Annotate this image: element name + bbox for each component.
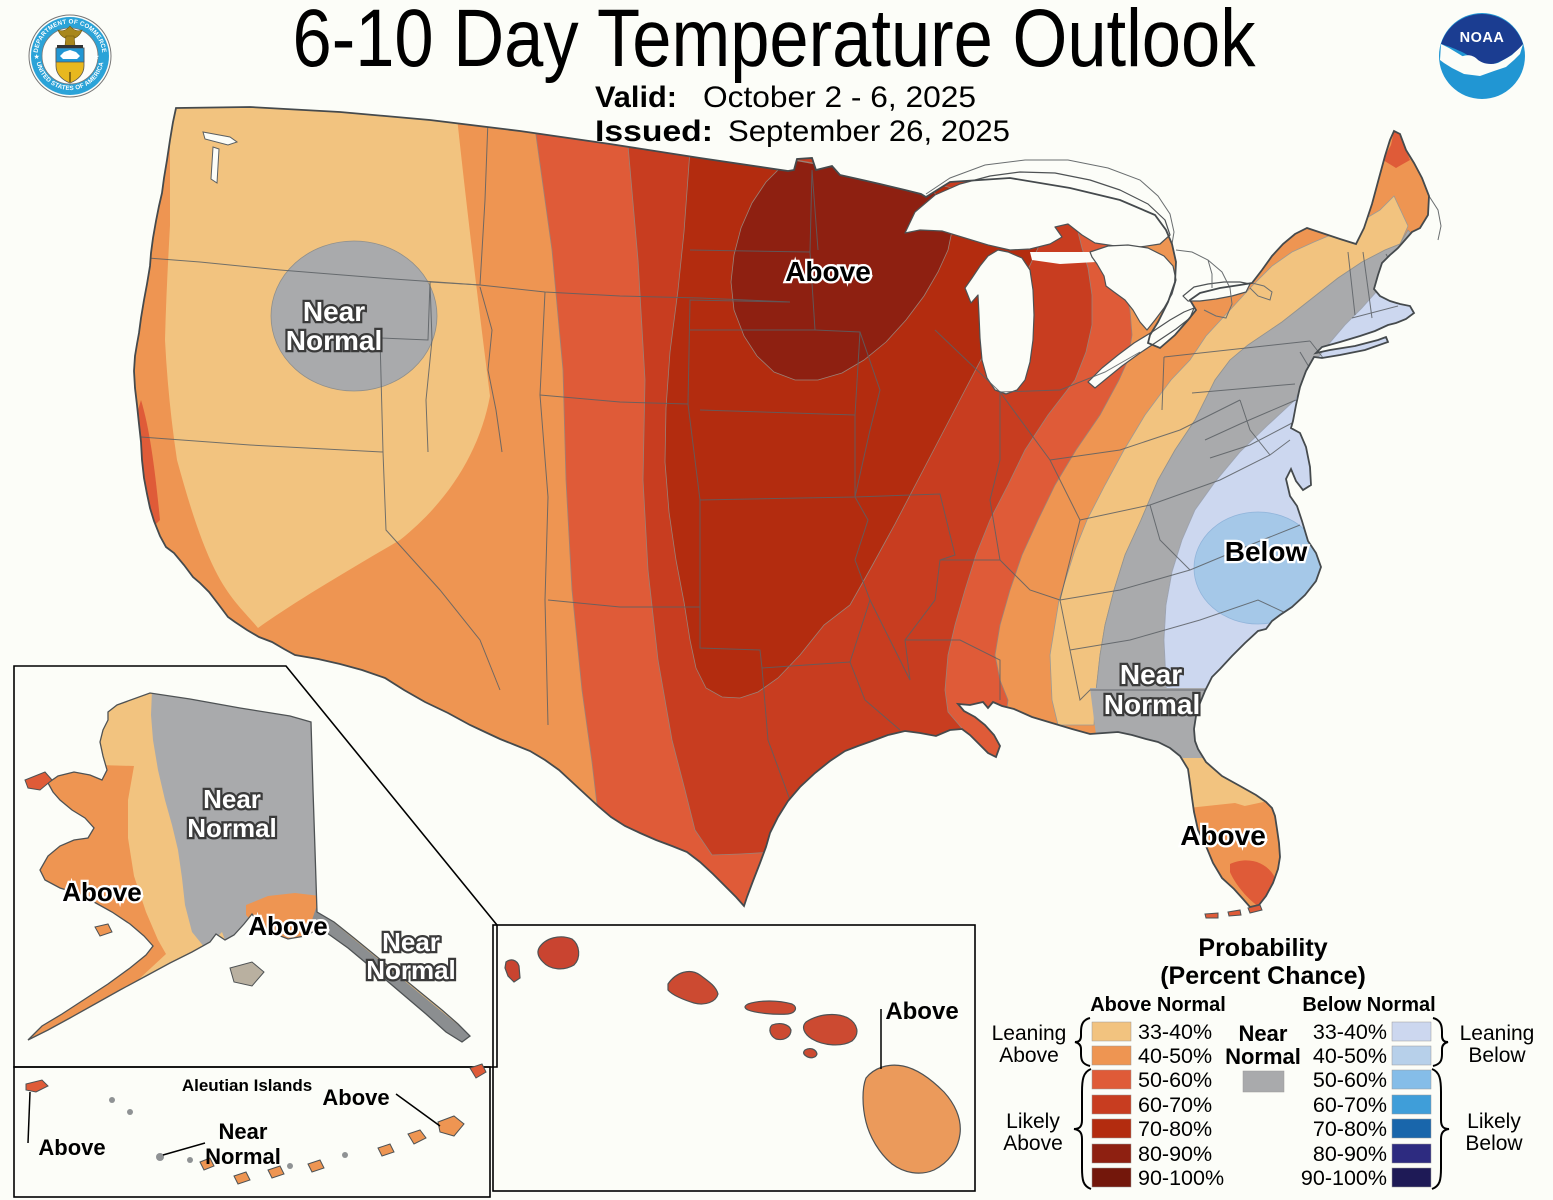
svg-text:★: ★ <box>34 53 40 61</box>
svg-text:(Percent Chance): (Percent Chance) <box>1160 962 1366 990</box>
svg-text:Above: Above <box>885 998 958 1025</box>
svg-text:Above: Above <box>1003 1132 1063 1155</box>
svg-text:Above: Above <box>248 911 327 941</box>
svg-text:50-60%: 50-60% <box>1138 1068 1212 1092</box>
svg-text:Below: Below <box>1465 1132 1523 1155</box>
svg-text:Issued:September 26, 2025: Issued: September 26, 2025 <box>595 115 1010 148</box>
svg-text:Probability: Probability <box>1198 934 1327 962</box>
svg-text:NOAA: NOAA <box>1460 30 1505 46</box>
svg-text:★: ★ <box>93 53 99 61</box>
svg-text:Above: Above <box>322 1085 389 1110</box>
svg-text:Likely: Likely <box>1467 1110 1521 1133</box>
svg-text:70-80%: 70-80% <box>1313 1117 1387 1141</box>
svg-text:Above: Above <box>38 1135 105 1160</box>
svg-text:Above: Above <box>1180 820 1266 851</box>
svg-text:Aleutian Islands: Aleutian Islands <box>182 1076 312 1095</box>
svg-text:Above: Above <box>785 256 871 287</box>
svg-text:Below Normal: Below Normal <box>1302 994 1435 1016</box>
svg-text:Leaning: Leaning <box>992 1022 1067 1045</box>
svg-text:40-50%: 40-50% <box>1138 1044 1212 1068</box>
svg-text:Above: Above <box>62 877 141 907</box>
svg-text:Likely: Likely <box>1006 1110 1060 1133</box>
svg-text:40-50%: 40-50% <box>1313 1044 1387 1068</box>
svg-text:Above: Above <box>999 1044 1059 1067</box>
svg-text:50-60%: 50-60% <box>1313 1068 1387 1092</box>
svg-text:Leaning: Leaning <box>1460 1022 1535 1045</box>
svg-text:6-10 Day Temperature Outlook: 6-10 Day Temperature Outlook <box>293 0 1257 84</box>
svg-text:80-90%: 80-90% <box>1313 1142 1387 1166</box>
svg-text:33-40%: 33-40% <box>1138 1020 1212 1044</box>
svg-text:Below: Below <box>1225 536 1308 567</box>
svg-text:Valid:October 2 - 6, 2025: Valid: October 2 - 6, 2025 <box>595 81 976 114</box>
svg-text:80-90%: 80-90% <box>1138 1142 1212 1166</box>
svg-text:60-70%: 60-70% <box>1138 1093 1212 1117</box>
svg-text:90-100%: 90-100% <box>1301 1166 1387 1190</box>
svg-text:Above Normal: Above Normal <box>1090 994 1226 1016</box>
svg-text:Below: Below <box>1468 1044 1526 1067</box>
svg-text:33-40%: 33-40% <box>1313 1020 1387 1044</box>
svg-text:90-100%: 90-100% <box>1138 1166 1224 1190</box>
svg-text:70-80%: 70-80% <box>1138 1117 1212 1141</box>
svg-text:60-70%: 60-70% <box>1313 1093 1387 1117</box>
